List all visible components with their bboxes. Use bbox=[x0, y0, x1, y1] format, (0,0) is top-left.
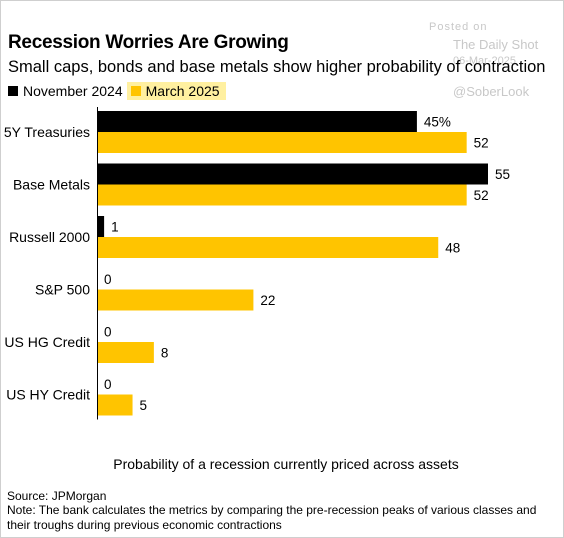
value-label-russell-2000-series-0: 1 bbox=[111, 220, 119, 235]
value-label-5y-treasuries-series-1: 52 bbox=[474, 136, 489, 151]
value-label-us-hy-credit-series-1: 5 bbox=[140, 398, 148, 413]
watermark-date: 06-Mar-2025 bbox=[453, 55, 516, 67]
bar-us-hg-credit-series-1 bbox=[97, 342, 154, 363]
category-label-5y-treasuries: 5Y Treasuries bbox=[4, 124, 90, 140]
value-label-5y-treasuries-series-0: 45% bbox=[424, 115, 451, 130]
bar-s-p-500-series-1 bbox=[97, 289, 254, 311]
legend-label-nov-2024: November 2024 bbox=[23, 83, 123, 99]
watermark-site: The Daily Shot bbox=[453, 37, 539, 52]
legend-item-nov-2024: November 2024 bbox=[8, 83, 123, 99]
bar-us-hy-credit-series-1 bbox=[97, 394, 133, 416]
legend: November 2024 March 2025 bbox=[8, 82, 230, 100]
value-label-us-hy-credit-series-0: 0 bbox=[104, 377, 112, 392]
bar-chart: 5Y Treasuries 45% 52 Base Metals 55 52 Russell… bbox=[4, 107, 510, 472]
category-label-s-p-500: S&P 500 bbox=[35, 282, 90, 298]
value-label-s-p-500-series-1: 22 bbox=[260, 293, 275, 308]
value-label-us-hg-credit-series-1: 8 bbox=[161, 346, 169, 361]
chart-subtitle: Small caps, bonds and base metals show h… bbox=[8, 58, 546, 76]
category-label-us-hy-credit: US HY Credit bbox=[6, 387, 90, 403]
bar-5y-treasuries-series-1 bbox=[97, 132, 467, 153]
bar-base-metals-series-1 bbox=[97, 184, 467, 206]
value-label-us-hg-credit-series-0: 0 bbox=[104, 325, 112, 340]
watermark-handle: @SoberLook bbox=[453, 84, 530, 99]
category-label-russell-2000: Russell 2000 bbox=[9, 229, 90, 245]
legend-swatch-mar-2025 bbox=[130, 86, 141, 96]
source-note: Source: JPMorgan bbox=[7, 489, 107, 503]
value-label-base-metals-series-0: 55 bbox=[495, 167, 510, 182]
x-axis-label: Probability of a recession currently pri… bbox=[113, 456, 458, 472]
legend-swatch-nov-2024 bbox=[8, 86, 18, 96]
bar-russell-2000-series-0 bbox=[97, 216, 105, 237]
value-label-s-p-500-series-0: 0 bbox=[104, 272, 112, 287]
bar-5y-treasuries-series-0 bbox=[97, 111, 417, 132]
methodology-note: Note: The bank calculates the metrics by… bbox=[7, 503, 537, 532]
bar-russell-2000-series-1 bbox=[97, 237, 439, 258]
watermark-posted: Posted on bbox=[429, 21, 488, 33]
legend-item-mar-2025: March 2025 bbox=[126, 82, 226, 100]
category-label-us-hg-credit: US HG Credit bbox=[4, 334, 90, 350]
bar-base-metals-series-0 bbox=[97, 163, 488, 185]
value-label-russell-2000-series-1: 48 bbox=[445, 241, 460, 256]
chart-title: Recession Worries Are Growing bbox=[8, 32, 289, 53]
category-label-base-metals: Base Metals bbox=[13, 177, 90, 193]
legend-label-mar-2025: March 2025 bbox=[145, 83, 220, 99]
value-label-base-metals-series-1: 52 bbox=[474, 188, 489, 203]
